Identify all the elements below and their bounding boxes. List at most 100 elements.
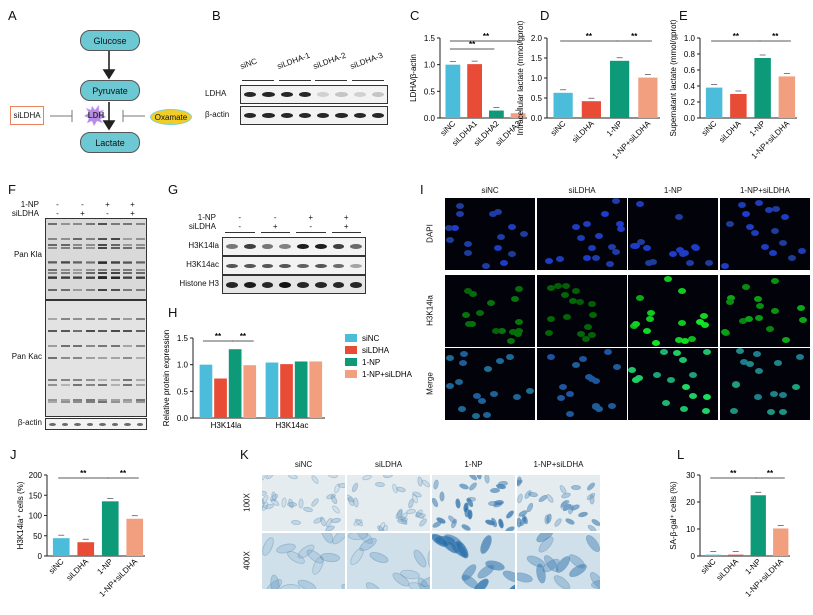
blot-g-treatment-value: - — [238, 213, 242, 222]
nucleus — [546, 315, 555, 322]
nucleus — [584, 374, 593, 381]
nucleus — [510, 295, 519, 302]
blot-band — [60, 223, 70, 225]
panel-label-k: K — [240, 447, 249, 462]
blot-band — [124, 422, 131, 426]
nucleus — [770, 228, 779, 235]
blot-band — [110, 246, 120, 249]
blot-band — [98, 268, 107, 271]
blot-band — [73, 330, 82, 333]
blot-band — [110, 357, 120, 360]
sa-bgal-image — [517, 475, 600, 531]
nucleus — [578, 355, 587, 362]
blot-band — [60, 261, 70, 264]
blot-band — [85, 345, 95, 347]
nucleus — [611, 198, 620, 205]
blot-band — [60, 243, 70, 246]
chart-h-legend-label: siNC — [362, 334, 380, 343]
nucleus — [555, 256, 564, 263]
panel-label-e: E — [679, 8, 688, 23]
enzyme-ldh: LDH — [87, 111, 105, 120]
blot-band — [48, 289, 57, 292]
blot-band — [48, 246, 57, 249]
blot-band — [110, 277, 120, 280]
blot-band — [110, 289, 120, 292]
blot-band — [135, 277, 145, 280]
blot-pan-kac — [45, 300, 147, 417]
nucleus — [455, 211, 464, 218]
nucleus — [507, 223, 516, 230]
nucleus — [566, 390, 575, 397]
blot-band — [73, 378, 82, 381]
nucleus — [732, 381, 741, 388]
nucleus — [561, 282, 570, 289]
if-image — [445, 198, 535, 270]
blot-band — [135, 330, 145, 333]
nucleus — [661, 400, 670, 407]
blot-f-row-pan-kla: Pan Kla — [13, 250, 42, 259]
nucleus — [606, 260, 615, 267]
chart-c-y-label: LDHA/β-actin — [409, 54, 418, 102]
blot-band — [261, 281, 274, 288]
blot-band — [98, 262, 107, 265]
nucleus — [496, 358, 505, 365]
blot-band — [60, 262, 70, 265]
chart-h-legend-label: 1-NP+siLDHA — [362, 370, 413, 379]
nucleus — [643, 244, 652, 251]
blot-band — [98, 378, 107, 381]
blot-band — [48, 384, 57, 387]
chart-h-y-label: Relative protein expression — [162, 330, 171, 427]
blot-band — [73, 357, 82, 360]
nucleus — [651, 339, 660, 346]
nucleus — [645, 315, 654, 322]
if-column-header: 1-NP+siLDHA — [739, 186, 790, 195]
blot-band — [49, 422, 56, 426]
blot-h3k14la — [222, 237, 366, 256]
chart-c-y-tick-label: 0.5 — [424, 87, 436, 96]
blot-band — [353, 92, 366, 97]
chart-j-bar — [126, 518, 144, 556]
nucleus — [588, 245, 597, 252]
nucleus — [692, 245, 701, 252]
chart-e-category-label: siNC — [700, 119, 719, 138]
nucleus — [458, 359, 467, 366]
sa-bgal-image — [347, 475, 430, 531]
blot-band — [279, 281, 291, 288]
nucleus — [525, 388, 534, 395]
blot-band — [332, 263, 345, 268]
blot-band — [98, 330, 107, 333]
chart-d-y-tick-label: 0.0 — [531, 114, 543, 123]
blot-band — [98, 345, 107, 347]
blot-band — [332, 244, 345, 249]
inhibitor-oxamate: Oxamate — [150, 109, 192, 125]
chart-l-y-tick-label: 10 — [686, 525, 695, 534]
nucleus — [799, 317, 808, 324]
blot-band — [85, 268, 95, 271]
chart-h-category-label: H3K14ac — [276, 421, 309, 430]
blot-band — [314, 263, 327, 268]
chart-c-category-label: siNC — [439, 119, 458, 138]
chart-e-y-tick-label: 1.0 — [684, 34, 696, 43]
lane-divider — [242, 80, 274, 81]
blot-band — [73, 345, 82, 347]
if-column-header: siNC — [481, 186, 499, 195]
nucleus — [556, 394, 565, 401]
blot-band — [280, 92, 293, 97]
blot-band — [135, 400, 145, 403]
nucleus — [488, 211, 497, 218]
blot-band — [98, 275, 107, 278]
blot-band — [110, 384, 120, 387]
blot-band — [85, 243, 95, 246]
blot-band — [123, 289, 132, 292]
blot-band — [279, 244, 291, 249]
nucleus — [778, 408, 787, 415]
nucleus — [582, 254, 591, 261]
blot-band — [73, 277, 82, 280]
nucleus — [509, 328, 518, 335]
nucleus — [735, 348, 744, 355]
nucleus — [489, 390, 498, 397]
nucleus — [546, 353, 555, 360]
blot-band — [135, 238, 145, 241]
blot-g-treatment-label: siLDHA — [188, 222, 216, 231]
nucleus — [457, 405, 466, 412]
